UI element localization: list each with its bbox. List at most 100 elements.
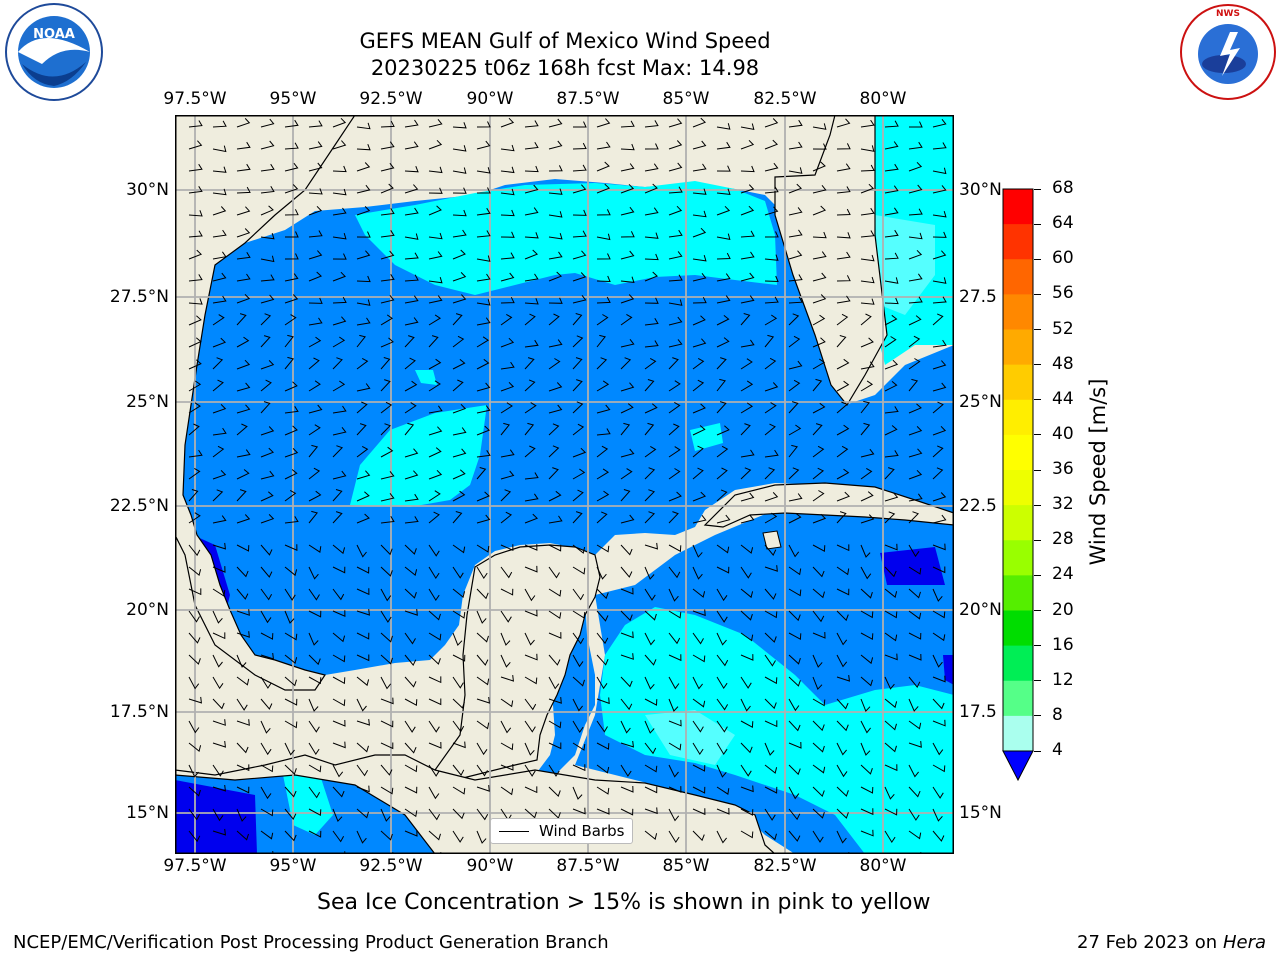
wind-barb xyxy=(860,654,874,665)
wind-barb xyxy=(548,251,563,260)
wind-barb xyxy=(836,675,850,682)
wind-barb xyxy=(596,468,610,480)
wind-barb xyxy=(308,250,323,260)
wind-barb xyxy=(836,424,850,436)
wind-barb xyxy=(404,184,419,194)
wind-barb xyxy=(500,566,513,579)
wind-barb xyxy=(548,786,561,798)
wind-barb xyxy=(500,742,514,751)
wind-barb xyxy=(692,379,705,392)
wind-barb xyxy=(932,118,947,128)
wind-barb xyxy=(332,296,347,304)
wind-barb xyxy=(380,632,393,643)
mexico-west-coast xyxy=(175,115,356,691)
wind-barb xyxy=(572,588,585,601)
wind-barb xyxy=(524,742,535,756)
wind-barb xyxy=(932,514,947,524)
wind-barb xyxy=(356,162,371,172)
wind-barb xyxy=(212,295,227,304)
wind-barb xyxy=(596,632,609,645)
wind-barb xyxy=(932,675,946,683)
wind-barb xyxy=(692,140,707,150)
wind-barb xyxy=(908,141,923,150)
wind-barb xyxy=(332,117,347,128)
wind-barb xyxy=(836,830,847,844)
wind-barb xyxy=(404,516,419,524)
wind-barb xyxy=(404,676,417,688)
wind-barb xyxy=(428,426,443,436)
wind-barb xyxy=(548,339,563,348)
colorbar-segment xyxy=(1003,540,1033,576)
wind-barb xyxy=(692,491,707,502)
wind-barb xyxy=(284,654,298,664)
colorbar-extend xyxy=(1002,750,1034,782)
legend-line-sample xyxy=(499,830,529,832)
wind-barb xyxy=(740,566,752,579)
wind-barb xyxy=(788,250,803,260)
wind-barb xyxy=(764,206,779,216)
wind-barb xyxy=(524,808,537,819)
wind-barb xyxy=(572,164,587,172)
wind-barb xyxy=(764,588,777,600)
wind-barb xyxy=(260,313,272,326)
wind-barb xyxy=(812,358,826,370)
wind-barb xyxy=(524,720,536,733)
wind-barb xyxy=(692,117,707,128)
wind-barb xyxy=(596,490,610,502)
wind-barb xyxy=(428,830,441,841)
wind-barb xyxy=(356,719,370,726)
wind-barb xyxy=(452,698,465,709)
wind-barb xyxy=(308,404,323,414)
wind-barb xyxy=(836,764,848,778)
wind-barb xyxy=(572,184,587,194)
wind-barb xyxy=(836,445,849,458)
wind-barb xyxy=(428,314,442,326)
wind-barb xyxy=(404,632,416,645)
wind-barb xyxy=(764,544,777,557)
wind-barb xyxy=(428,741,442,749)
wind-barb xyxy=(932,830,945,842)
wind-barb xyxy=(692,357,705,370)
wind-barb xyxy=(260,379,272,392)
wind-barb xyxy=(452,448,467,458)
wind-barb xyxy=(596,654,609,666)
wind-barb xyxy=(932,445,944,458)
wind-barb xyxy=(236,786,250,794)
wind-barb xyxy=(692,566,703,580)
wind-barb xyxy=(716,357,727,370)
colorbar-tick-label: 32 xyxy=(1052,494,1074,515)
wind-barb xyxy=(188,512,201,524)
wind-barb xyxy=(932,492,947,502)
wind-barb xyxy=(572,764,586,772)
wind-barb xyxy=(452,469,466,480)
wind-barb xyxy=(188,337,202,348)
wind-barb xyxy=(860,207,875,216)
wind-barb xyxy=(284,425,298,436)
northern-gulf-band xyxy=(355,181,777,295)
wind-barb xyxy=(860,764,873,775)
wind-barb xyxy=(668,140,683,150)
wind-barb xyxy=(572,566,586,575)
wind-barb xyxy=(860,313,872,326)
wind-barb xyxy=(260,652,274,660)
wind-barb xyxy=(404,609,418,616)
wind-barb xyxy=(692,272,707,282)
wind-barb xyxy=(428,698,442,706)
wind-barb xyxy=(212,404,227,414)
wind-barb xyxy=(860,676,873,687)
wind-barb xyxy=(524,588,536,602)
wind-barb xyxy=(260,335,271,348)
wind-barb xyxy=(404,141,419,150)
wind-barb xyxy=(836,544,850,552)
wind-barb xyxy=(644,830,658,840)
colorbar-tick-label: 16 xyxy=(1052,634,1074,655)
wind-barb xyxy=(572,807,586,815)
wind-barb xyxy=(908,469,923,480)
wind-barb xyxy=(188,315,202,326)
wind-barb xyxy=(620,448,635,458)
wind-barb xyxy=(596,161,610,172)
wind-barb xyxy=(188,298,203,305)
wind-barb xyxy=(500,422,510,436)
wind-barb xyxy=(428,511,440,524)
wind-barb xyxy=(476,544,490,553)
